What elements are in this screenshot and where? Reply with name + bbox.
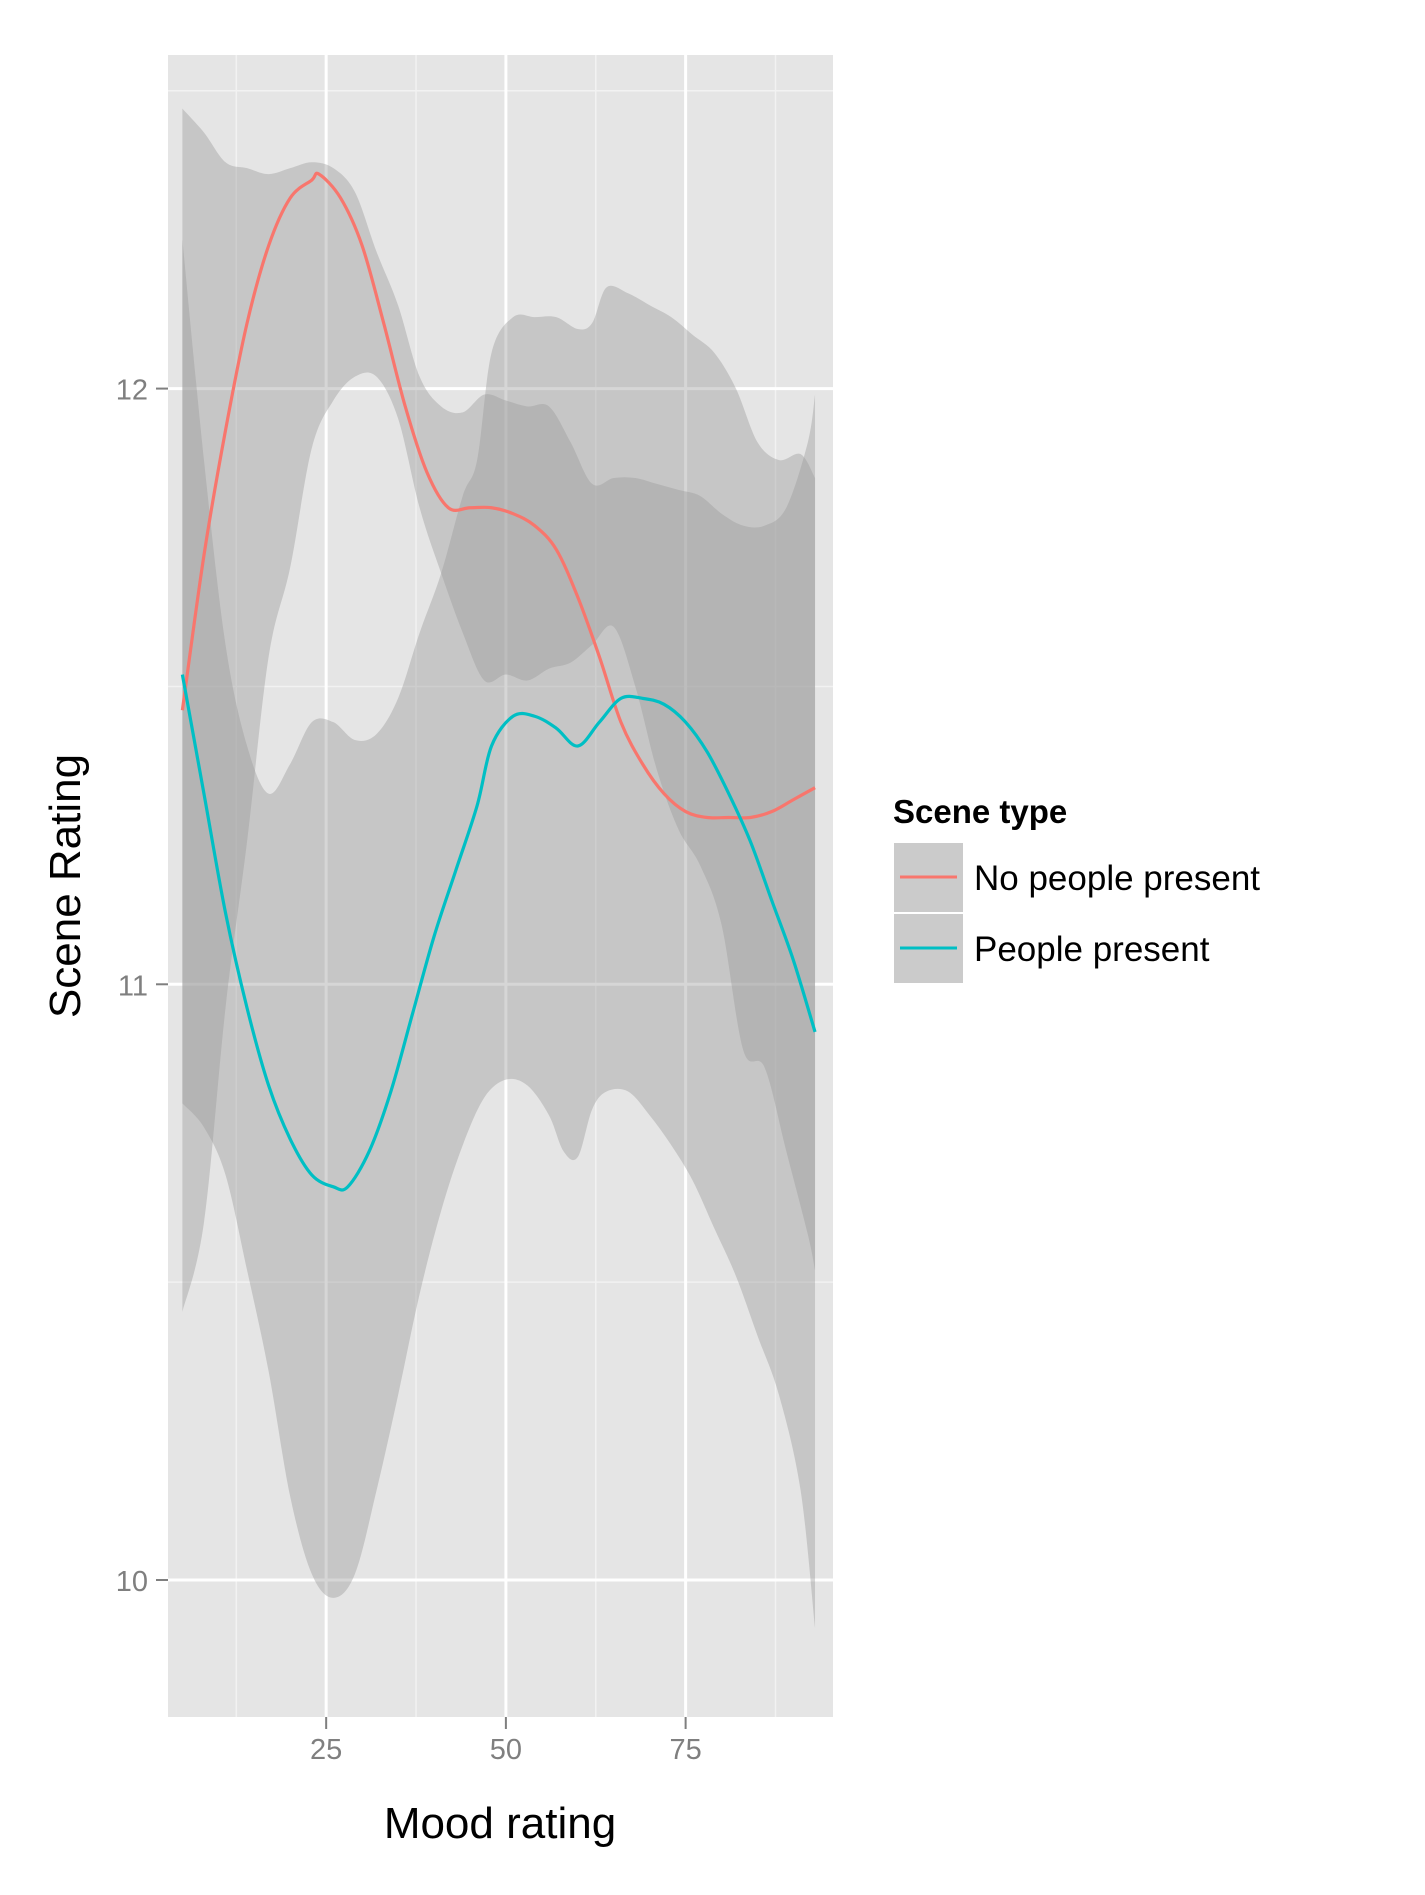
x-tick-label: 25	[310, 1734, 342, 1766]
y-tick-label: 10	[116, 1566, 148, 1598]
series-lines	[180, 171, 817, 1192]
y-axis-title: Scene Rating	[41, 754, 90, 1018]
legend-title: Scene type	[893, 793, 1067, 830]
confidence-ribbons	[182, 108, 816, 1628]
legend-label-no-people-present: No people present	[974, 859, 1260, 898]
x-axis: 25 50 75	[310, 1717, 702, 1766]
series-line-no-people-present	[180, 171, 816, 820]
series-line-people-present	[180, 674, 817, 1192]
legend: Scene type No people present People pres…	[892, 793, 1260, 985]
x-axis-title: Mood rating	[384, 1799, 616, 1848]
x-tick-label: 50	[490, 1734, 522, 1766]
x-tick-label: 75	[669, 1734, 701, 1766]
plot-panel	[168, 55, 833, 1717]
legend-label-people-present: People present	[974, 930, 1210, 969]
minor-grid	[168, 55, 833, 1717]
y-axis: 10111212	[116, 375, 168, 1598]
legend-item-no-people-present[interactable]: No people present	[892, 841, 1260, 914]
y-tick-label: 12	[116, 375, 148, 407]
y-tick-label: 11	[118, 970, 148, 1002]
major-grid	[168, 55, 833, 1717]
legend-item-people-present[interactable]: People present	[892, 912, 1210, 985]
ci-ribbon-people-present	[182, 239, 816, 1628]
ci-ribbon-no-people-present	[182, 108, 816, 1312]
